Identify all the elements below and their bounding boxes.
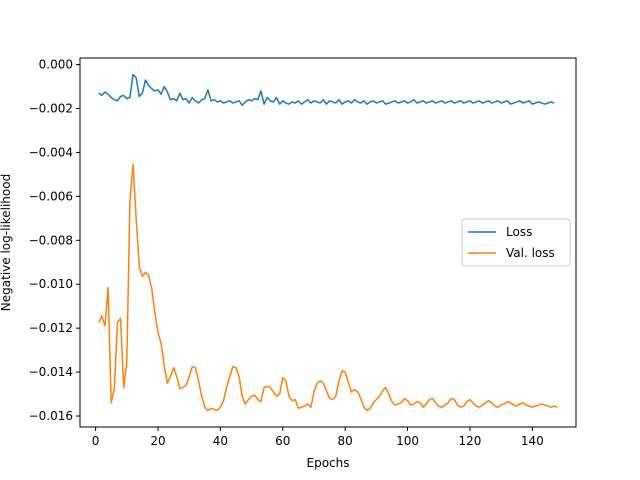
x-tick-label: 60 [275,434,290,448]
y-tick-label: −0.002 [29,102,73,116]
series-line-val-loss [98,163,558,412]
legend: Loss Val. loss [461,218,571,267]
plot-frame [79,57,577,428]
y-tick-label: −0.004 [29,145,73,159]
y-tick-label: −0.014 [29,365,73,379]
x-tick-label: 40 [213,434,228,448]
x-axis-label: Epochs [307,456,350,470]
x-tick-label: 20 [150,434,165,448]
y-axis-ticks: 0.000 −0.002 −0.004 −0.006 −0.008 −0.010 −0.01… [29,58,80,423]
x-axis-ticks: 0 20 40 60 80 100 120 140 [92,427,544,448]
y-tick-label: 0.000 [39,58,73,72]
legend-box [461,218,571,267]
x-tick-label: 100 [396,434,419,448]
y-tick-label: −0.008 [29,233,73,247]
series-line-loss [98,73,555,106]
x-tick-label: 140 [521,434,544,448]
x-tick-label: 0 [92,434,100,448]
series-layer [98,73,558,412]
x-tick-label: 80 [338,434,353,448]
legend-label-val-loss: Val. loss [506,246,555,260]
y-tick-label: −0.016 [29,409,73,423]
y-axis-label: Negative log-likelihood [0,174,13,311]
legend-label-loss: Loss [506,225,532,239]
x-tick-label: 120 [458,434,481,448]
y-tick-label: −0.010 [29,277,73,291]
y-tick-label: −0.012 [29,321,73,335]
y-tick-label: −0.006 [29,189,73,203]
